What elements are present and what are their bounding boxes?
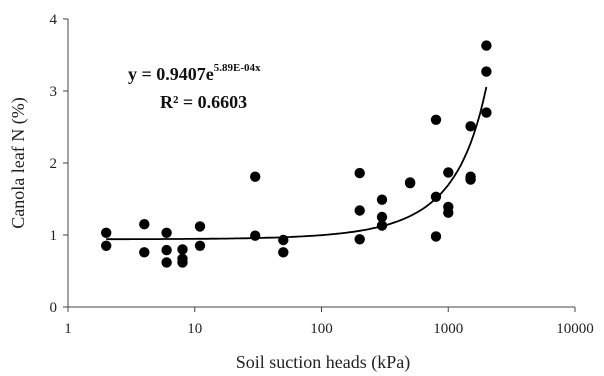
y-axis-title: Canola leaf N (%) [8, 97, 29, 228]
y-tick-label: 1 [50, 228, 58, 244]
data-point [177, 257, 188, 268]
data-point [430, 231, 442, 242]
y-tick-label: 4 [50, 12, 58, 28]
data-point [278, 247, 289, 258]
data-point [443, 167, 454, 178]
data-point [465, 121, 476, 132]
data-point [194, 221, 206, 232]
data-point [177, 244, 188, 255]
x-tick-label: 10000 [556, 321, 594, 337]
data-point [250, 230, 261, 241]
axes [67, 19, 575, 308]
data-point [139, 219, 150, 230]
data-point [354, 167, 365, 179]
x-tick-label: 100 [310, 321, 333, 337]
data-point [465, 174, 476, 185]
data-point [278, 234, 289, 246]
y-tick-label: 3 [50, 84, 58, 100]
data-point [194, 240, 206, 251]
data-point [430, 114, 442, 126]
data-point [430, 191, 442, 202]
x-tick-label: 1000 [433, 321, 463, 337]
equation-exponent: 5.89E-04x [214, 62, 261, 74]
trendline [106, 86, 488, 241]
data-point [376, 194, 388, 205]
equation-prefix: y = 0.9407e [128, 64, 214, 84]
data-point [161, 227, 172, 238]
data-point [101, 240, 112, 251]
y-tick-label: 2 [50, 156, 58, 172]
data-point [443, 207, 454, 218]
data-point [101, 227, 112, 238]
data-point [404, 178, 416, 189]
data-point [376, 220, 388, 231]
y-tick-label: 0 [50, 300, 58, 316]
data-point [481, 107, 492, 118]
data-point [481, 66, 492, 77]
data-point [250, 171, 261, 182]
data-point [354, 234, 365, 245]
x-tick-label: 10 [187, 321, 202, 337]
x-axis-title: Soil suction heads (kPa) [236, 352, 410, 373]
data-point [354, 205, 365, 216]
data-point [481, 40, 492, 51]
data-points [101, 40, 492, 268]
data-point [161, 244, 172, 256]
data-point [139, 247, 150, 258]
data-point [376, 211, 388, 223]
x-tick-label: 1 [64, 321, 72, 337]
r-squared-label: R² = 0.6603 [160, 92, 247, 112]
trendline-equation: y = 0.9407e5.89E-04x [128, 62, 261, 84]
data-point [161, 257, 172, 268]
